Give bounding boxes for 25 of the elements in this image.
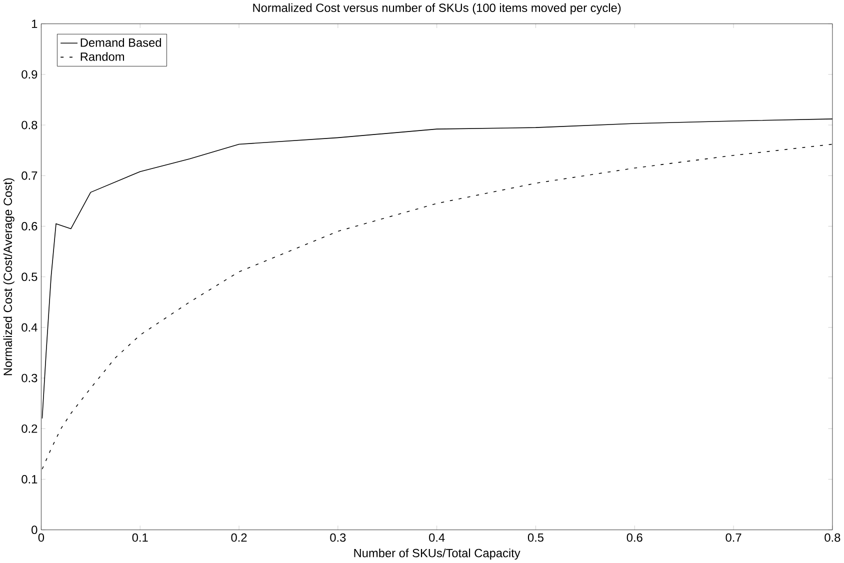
y-tick-label: 0.1 [22,475,38,484]
y-tick-label: 0.9 [22,70,38,79]
x-axis-title: Number of SKUs/Total Capacity [354,548,520,560]
chart-title: Normalized Cost versus number of SKUs (100 items moved per cycle) [253,3,621,14]
x-tick-label: 0.7 [726,533,742,542]
x-tick-label: 0.3 [330,533,346,542]
legend-label: Random [80,52,124,61]
y-tick-label: 0 [32,526,38,534]
y-axis-title: Normalized Cost (Cost/Average Cost) [3,178,14,376]
legend-label: Demand Based [80,38,161,47]
y-tick-label: 0.6 [22,222,38,230]
y-tick-label: 1 [32,20,38,28]
x-tick-label: 0.6 [626,533,642,542]
x-tick-label: 0.5 [528,533,544,542]
y-tick-label: 0.8 [22,120,38,130]
x-tick-label: 0.8 [824,533,840,542]
x-tick-label: 0.2 [231,533,247,542]
y-tick-label: 0.2 [22,424,38,433]
x-tick-label: 0.1 [132,533,148,542]
x-tick-label: 0 [38,533,44,542]
x-tick-label: 0.4 [429,533,445,542]
y-tick-label: 0.4 [22,323,38,332]
y-tick-label: 0.7 [22,171,38,180]
y-tick-label: 0.5 [22,272,38,282]
y-tick-label: 0.3 [22,374,38,382]
